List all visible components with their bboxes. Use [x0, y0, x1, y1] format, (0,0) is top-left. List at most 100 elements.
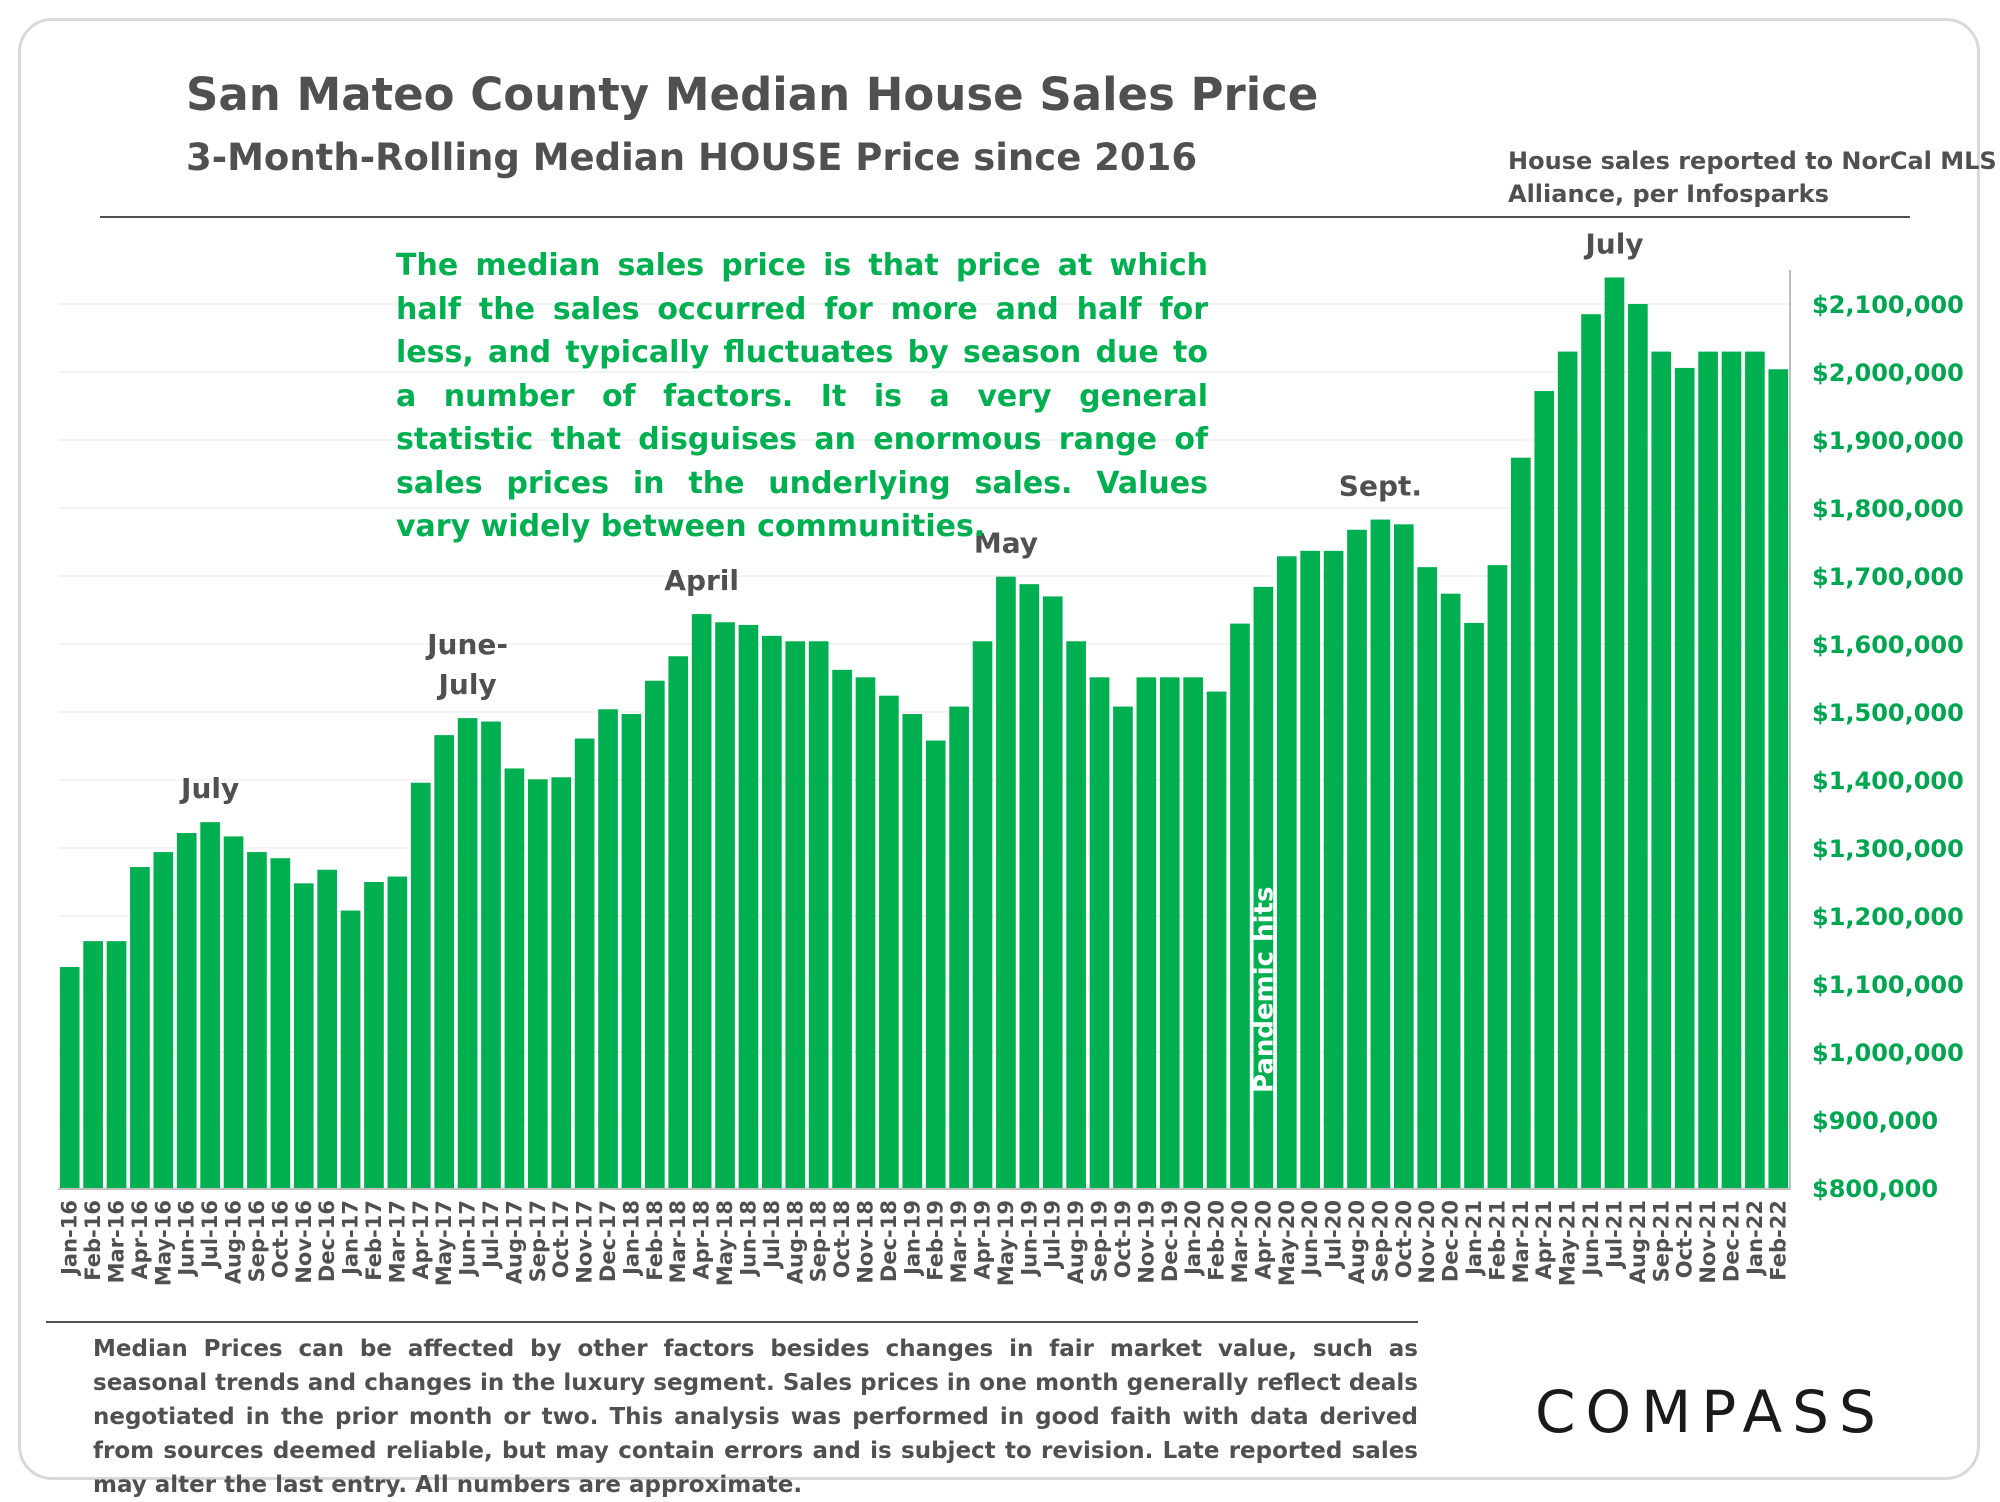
x-tick-label: Aug-16 [222, 1200, 246, 1284]
y-tick-label: $1,200,000 [1812, 903, 1964, 931]
bar-Nov-20 [1417, 567, 1438, 1188]
y-tick-label: $1,000,000 [1812, 1039, 1964, 1067]
y-tick-label: $1,800,000 [1812, 495, 1964, 523]
x-tick-label: Jul-17 [479, 1200, 503, 1270]
bar-Aug-18 [785, 641, 806, 1188]
bar-May-19 [996, 576, 1016, 1188]
bar-Feb-22 [1768, 369, 1789, 1188]
x-tick-label: Jun-18 [736, 1200, 760, 1278]
source-note: House sales reported to NorCal MLS Allia… [1508, 147, 1997, 208]
y-tick-label: $2,100,000 [1812, 291, 1964, 319]
footer-disclaimer: Median Prices can be affected by other f… [93, 1336, 1418, 1498]
bar-Jan-16 [59, 967, 80, 1188]
bars [59, 277, 1789, 1189]
x-tick-label: Oct-19 [1111, 1200, 1135, 1278]
x-tick-label: Jan-18 [619, 1200, 643, 1277]
x-tick-label: Dec-20 [1439, 1200, 1463, 1282]
x-tick-label: Aug-18 [783, 1200, 807, 1284]
bar-Jun-20 [1300, 550, 1321, 1188]
bar-Aug-21 [1628, 304, 1648, 1188]
x-tick-label: Nov-20 [1415, 1200, 1439, 1284]
x-tick-label: Feb-18 [643, 1200, 667, 1281]
bar-Oct-20 [1393, 524, 1414, 1188]
bar-Mar-19 [949, 706, 969, 1188]
bar-Aug-17 [504, 768, 525, 1188]
y-axis-ticks: $800,000 $900,000 $1,000,000 $1,100,000 $1,2… [1812, 291, 1964, 1203]
bar-Jun-17 [457, 718, 478, 1188]
y-tick-label: $800,000 [1812, 1175, 1938, 1203]
bar-Sep-18 [808, 641, 829, 1188]
bar-Apr-20 [1253, 586, 1274, 1188]
bar-May-16 [153, 852, 174, 1188]
bar-Jul-17 [481, 721, 501, 1188]
x-tick-label: Oct-21 [1673, 1200, 1697, 1278]
x-tick-label: Mar-17 [385, 1200, 409, 1283]
bar-Nov-19 [1136, 677, 1157, 1188]
x-tick-label: Nov-17 [573, 1200, 597, 1284]
median-explanation-note: The median sales price is that price at … [396, 248, 1208, 544]
x-tick-label: Jun-19 [1017, 1200, 1041, 1278]
x-tick-label: Apr-21 [1532, 1200, 1556, 1280]
x-tick-label: Oct-16 [268, 1200, 292, 1278]
y-tick-label: $1,300,000 [1812, 835, 1964, 863]
bar-Dec-19 [1159, 677, 1180, 1188]
x-tick-label: Dec-19 [1158, 1200, 1182, 1282]
y-tick-label: $1,600,000 [1812, 631, 1964, 659]
x-axis-ticks: Jan-16 Feb-16 Mar-16 Apr-16 May-16 Jun-16 Jul-… [58, 1200, 1791, 1286]
bar-Nov-21 [1698, 351, 1718, 1189]
x-tick-label: Sep-20 [1368, 1200, 1392, 1282]
x-tick-label: Feb-20 [1205, 1200, 1229, 1281]
x-tick-label: Jul-19 [1041, 1200, 1065, 1270]
pandemic-marker: Pandemic hits [1249, 887, 1279, 1093]
x-tick-label: Apr-19 [971, 1200, 995, 1280]
bar-Feb-21 [1487, 565, 1508, 1188]
x-tick-label: Sep-16 [245, 1200, 269, 1282]
bar-Oct-21 [1674, 367, 1695, 1188]
compass-logo: COMPASS [1535, 1378, 1886, 1446]
bar-Jul-20 [1323, 550, 1344, 1188]
bar-Jul-16 [200, 822, 220, 1188]
x-tick-label: Nov-18 [853, 1200, 877, 1284]
bar-Dec-21 [1721, 351, 1742, 1189]
x-tick-label: Jun-16 [175, 1200, 199, 1278]
bar-Jan-22 [1745, 351, 1765, 1189]
bar-Feb-16 [83, 941, 103, 1188]
x-tick-label: Feb-16 [81, 1200, 105, 1281]
bar-Mar-17 [387, 876, 408, 1188]
y-tick-label: $1,700,000 [1812, 563, 1964, 591]
bar-Apr-16 [130, 867, 150, 1188]
bar-Jun-21 [1581, 314, 1601, 1188]
bar-Mar-21 [1511, 457, 1531, 1188]
peak-annotation: July [179, 772, 239, 805]
x-tick-label: May-17 [432, 1200, 456, 1286]
header-divider [100, 216, 1910, 218]
x-tick-label: Jan-22 [1743, 1200, 1767, 1277]
x-tick-label: Oct-20 [1392, 1200, 1416, 1278]
y-tick-label: $1,400,000 [1812, 767, 1964, 795]
x-tick-label: Aug-21 [1626, 1200, 1650, 1284]
pandemic-hits-label: Pandemic hits [1249, 887, 1279, 1093]
x-tick-label: Nov-16 [292, 1200, 316, 1284]
bar-Jan-19 [902, 714, 923, 1188]
bar-Sep-20 [1370, 519, 1391, 1188]
bar-Dec-17 [598, 709, 618, 1188]
bar-Nov-18 [855, 677, 876, 1188]
bar-Mar-16 [106, 941, 127, 1188]
x-tick-label: Dec-16 [315, 1200, 339, 1282]
bar-Jan-17 [340, 910, 361, 1188]
x-tick-label: Mar-21 [1509, 1200, 1533, 1283]
x-tick-label: Sep-18 [807, 1200, 831, 1282]
x-tick-label: Dec-17 [596, 1200, 620, 1282]
peak-annotation: July [436, 668, 496, 701]
x-tick-label: Jun-20 [1298, 1200, 1322, 1278]
bar-Dec-20 [1440, 593, 1461, 1188]
bar-Oct-18 [832, 669, 852, 1188]
bar-Jun-18 [738, 624, 759, 1188]
x-tick-label: Mar-16 [105, 1200, 129, 1283]
x-tick-label: Jan-21 [1462, 1200, 1486, 1277]
x-tick-label: Mar-20 [1228, 1200, 1252, 1283]
x-tick-label: Jul-21 [1602, 1200, 1626, 1270]
bar-Aug-19 [1066, 641, 1086, 1188]
x-tick-label: Jun-17 [456, 1200, 480, 1278]
